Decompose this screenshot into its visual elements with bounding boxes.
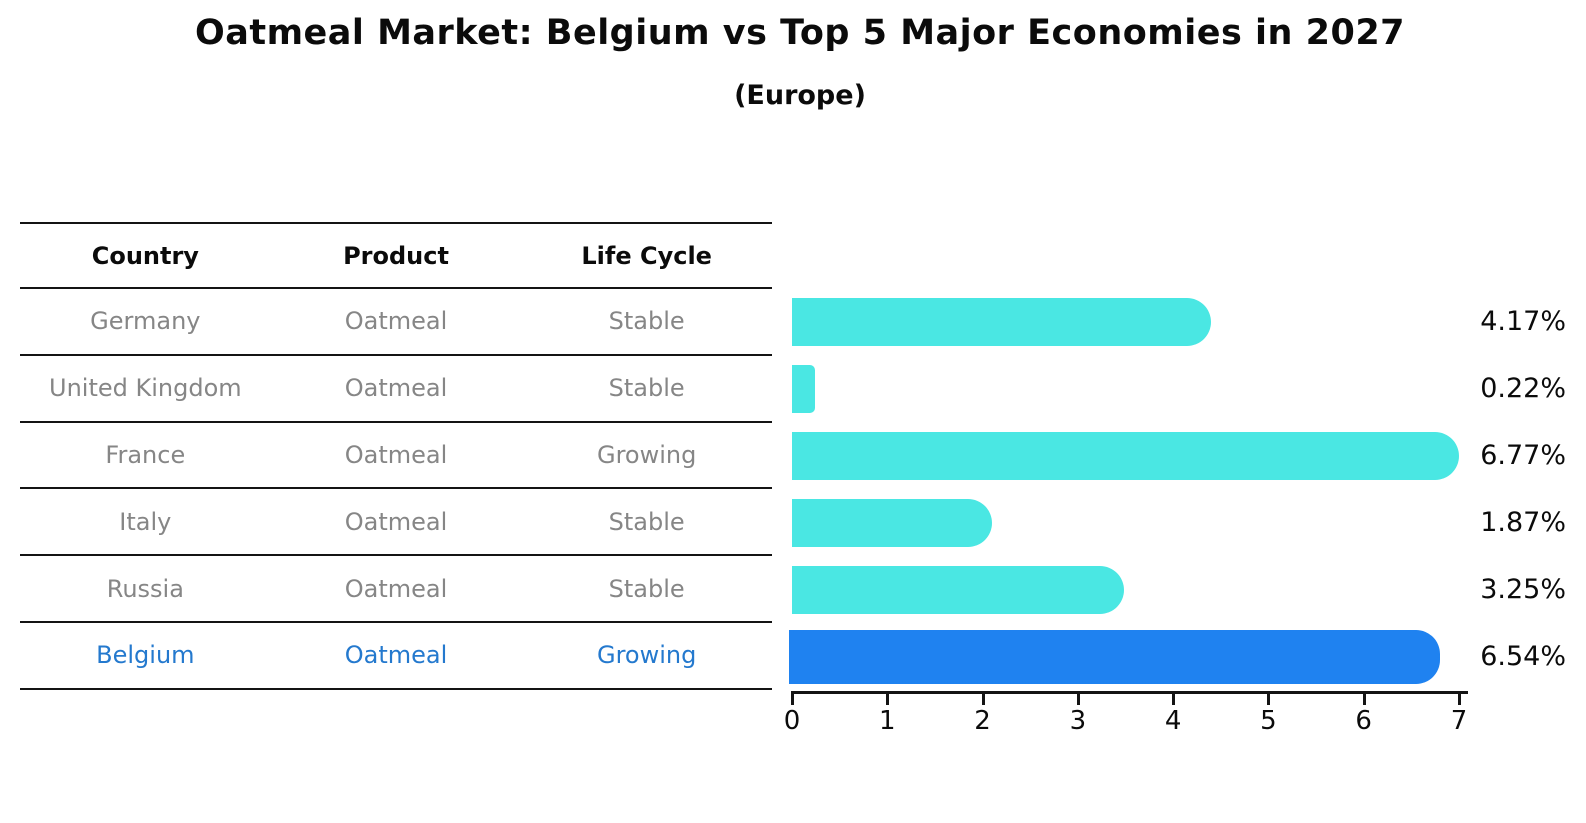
table-cell-life-cycle: Growing	[596, 440, 697, 469]
value-label-italy: 1.87%	[1480, 506, 1566, 538]
bar-france	[792, 432, 1460, 481]
value-label-russia: 3.25%	[1480, 573, 1566, 605]
table-cell-country: France	[105, 440, 186, 469]
table-cell-product: Oatmeal	[344, 574, 448, 603]
table-row-france: France Oatmeal Growing	[20, 423, 772, 490]
country-table: Country Product Life Cycle Germany Oatmea…	[20, 222, 772, 690]
x-tick-label-0: 0	[783, 706, 801, 736]
table-cell-product: Oatmeal	[344, 440, 448, 469]
x-tick-mark-7	[1458, 694, 1461, 705]
table-header-row: Country Product Life Cycle	[20, 222, 772, 289]
table-cell-country: Belgium	[96, 641, 195, 670]
table-cell-country: Germany	[90, 307, 201, 336]
x-tick-label-1: 1	[879, 706, 896, 736]
table-row-germany: Germany Oatmeal Stable	[20, 289, 772, 356]
table-row-italy: Italy Oatmeal Stable	[20, 489, 772, 557]
bar-italy	[792, 498, 993, 547]
table-cell-life-cycle: Growing	[596, 641, 697, 670]
column-header-life-cycle: Life Cycle	[581, 241, 712, 270]
value-label-belgium: 6.54%	[1480, 640, 1566, 672]
bar-united-kingdom	[792, 365, 815, 414]
x-tick-label-4: 4	[1164, 706, 1182, 736]
bar-chart-plot-area	[789, 289, 1460, 690]
table-cell-product: Oatmeal	[344, 641, 448, 670]
x-tick-mark-6	[1362, 694, 1366, 705]
x-axis-line	[791, 691, 1468, 694]
x-tick-mark-3	[1076, 694, 1080, 705]
x-tick-label-5: 5	[1260, 706, 1277, 736]
x-tick-label-6: 6	[1355, 706, 1372, 736]
table-cell-product: Oatmeal	[344, 307, 448, 336]
table-cell-country: Italy	[119, 507, 172, 536]
table-cell-life-cycle: Stable	[608, 374, 685, 403]
x-tick-mark-2	[981, 694, 985, 705]
table-row-belgium: Belgium Oatmeal Growing	[20, 623, 772, 690]
x-tick-mark-1	[886, 694, 890, 705]
table-cell-life-cycle: Stable	[608, 507, 685, 536]
value-label-germany: 4.17%	[1480, 306, 1566, 338]
chart-title: Oatmeal Market: Belgium vs Top 5 Major E…	[194, 13, 1406, 53]
table-cell-life-cycle: Stable	[608, 574, 685, 603]
table-row-russia: Russia Oatmeal Stable	[20, 556, 772, 623]
table-row-united-kingdom: United Kingdom Oatmeal Stable	[20, 356, 772, 423]
column-header-product: Product	[343, 241, 449, 270]
table-body: Germany Oatmeal Stable United Kingdom Oatmea…	[20, 289, 772, 690]
value-label-france: 6.77%	[1480, 440, 1566, 472]
value-label-united-kingdom: 0.22%	[1480, 373, 1566, 405]
chart-subtitle: (Europe)	[734, 80, 866, 111]
x-tick-mark-4	[1172, 694, 1176, 705]
x-tick-mark-5	[1267, 694, 1271, 705]
bar-belgium	[789, 629, 1441, 684]
x-tick-mark-0	[791, 694, 794, 705]
table-cell-product: Oatmeal	[344, 374, 448, 403]
table-cell-country: United Kingdom	[49, 374, 242, 403]
table-cell-product: Oatmeal	[344, 507, 448, 536]
bar-russia	[792, 565, 1124, 614]
x-tick-label-7: 7	[1450, 706, 1468, 736]
bar-germany	[792, 298, 1212, 347]
x-tick-label-2: 2	[974, 706, 991, 736]
column-header-country: Country	[91, 241, 199, 270]
table-cell-country: Russia	[106, 574, 184, 603]
x-tick-label-3: 3	[1069, 706, 1087, 736]
table-cell-life-cycle: Stable	[608, 307, 685, 336]
